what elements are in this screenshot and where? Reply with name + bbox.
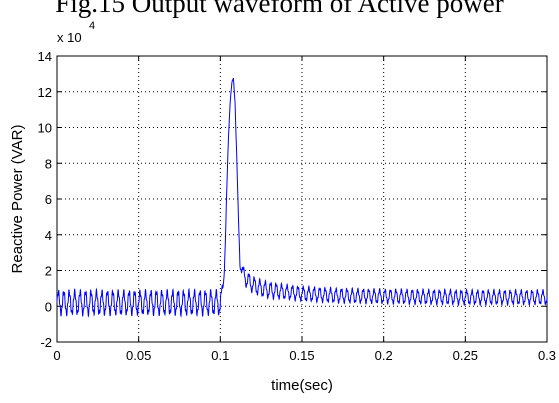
y-exponent-power: 4 xyxy=(89,20,95,32)
figure-caption: Fig.15 Output waveform of Active power xyxy=(55,0,504,18)
y-tick-label: 14 xyxy=(38,49,52,64)
x-tick-label: 0.25 xyxy=(453,348,478,363)
x-axis-label: time(sec) xyxy=(271,377,333,394)
y-tick-label: 10 xyxy=(38,121,52,136)
y-tick-label: 8 xyxy=(45,156,52,171)
y-tick-label: -2 xyxy=(40,335,52,350)
x-tick-labels: 0 0.05 0.1 0.15 0.2 0.25 0.3 xyxy=(53,348,556,363)
tick-marks xyxy=(56,55,548,343)
x-tick-label: 0.3 xyxy=(538,348,556,363)
y-tick-label: 0 xyxy=(45,299,52,314)
y-tick-label: 2 xyxy=(45,264,52,279)
y-exponent-base: x 10 xyxy=(57,30,82,45)
x-tick-label: 0.15 xyxy=(289,348,314,363)
y-tick-label: 12 xyxy=(38,85,52,100)
grid-lines xyxy=(57,56,547,342)
reactive-power-series-line xyxy=(56,77,548,318)
x-tick-label: 0.1 xyxy=(211,348,229,363)
y-tick-label: 6 xyxy=(45,192,52,207)
y-tick-labels: -2 0 2 4 6 8 10 12 14 xyxy=(38,49,52,350)
x-tick-label: 0.05 xyxy=(126,348,151,363)
y-axis-label: Reactive Power (VAR) xyxy=(9,125,26,274)
x-tick-label: 0.2 xyxy=(375,348,393,363)
y-tick-label: 4 xyxy=(45,228,52,243)
x-tick-label: 0 xyxy=(53,348,60,363)
